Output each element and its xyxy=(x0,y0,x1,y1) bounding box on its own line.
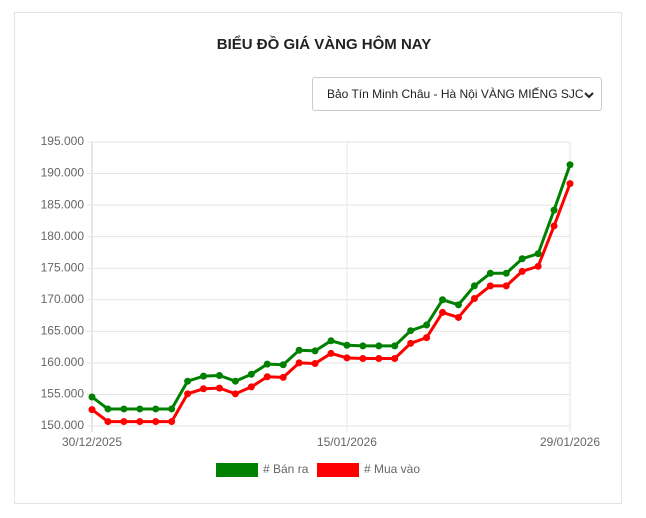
point xyxy=(518,267,526,275)
point xyxy=(168,405,176,413)
point xyxy=(375,354,383,362)
point xyxy=(184,377,192,385)
point xyxy=(534,262,542,270)
x-tick-label: 15/01/2026 xyxy=(317,435,377,449)
point xyxy=(279,361,287,369)
point xyxy=(407,339,415,347)
point xyxy=(327,349,335,357)
point xyxy=(566,180,574,188)
line xyxy=(91,183,572,424)
legend-swatch xyxy=(216,463,258,477)
card xyxy=(14,12,622,504)
point xyxy=(423,321,431,329)
select-text: Bảo Tín Minh Châu - Hà Nội VÀNG MIẾNG SJ… xyxy=(327,87,584,101)
point xyxy=(295,346,303,354)
point xyxy=(263,360,271,368)
point xyxy=(391,342,399,350)
point xyxy=(502,269,510,277)
point xyxy=(200,372,208,380)
point xyxy=(279,373,287,381)
point xyxy=(295,359,303,367)
legend-label: # Mua vào xyxy=(364,462,420,476)
point xyxy=(231,377,239,385)
point xyxy=(168,418,176,426)
point xyxy=(120,418,128,426)
y-tick-label: 185.000 xyxy=(41,197,85,211)
point xyxy=(359,354,367,362)
dropdown-arrow xyxy=(584,92,594,99)
y-tick-label: 160.000 xyxy=(41,355,85,369)
point xyxy=(550,206,558,214)
x-tick-label: 29/01/2026 xyxy=(540,435,600,449)
point xyxy=(454,313,462,321)
point xyxy=(327,337,335,345)
chart-title: BIỂU ĐỒ GIÁ VÀNG HÔM NAY xyxy=(217,35,431,53)
y-tick-label: 165.000 xyxy=(41,324,85,338)
point xyxy=(152,418,160,426)
source-select[interactable]: Bảo Tín Minh Châu - Hà Nội VÀNG MIẾNG SJ… xyxy=(312,77,602,111)
y-tick-label: 150.000 xyxy=(41,418,85,432)
point xyxy=(120,405,128,413)
y-tick-label: 195.000 xyxy=(41,134,85,148)
y-tick-label: 155.000 xyxy=(41,387,85,401)
point xyxy=(247,370,255,378)
y-tick-label: 190.000 xyxy=(41,166,85,180)
point xyxy=(263,373,271,381)
point xyxy=(215,372,223,380)
point xyxy=(311,360,319,368)
point xyxy=(343,354,351,362)
point xyxy=(311,347,319,355)
y-tick-label: 175.000 xyxy=(41,260,85,274)
point xyxy=(566,161,574,169)
point xyxy=(136,418,144,426)
point xyxy=(486,269,494,277)
legend-label: # Bán ra xyxy=(263,462,309,476)
point xyxy=(407,327,415,335)
point xyxy=(439,296,447,304)
point xyxy=(454,301,462,309)
point xyxy=(550,222,558,230)
point xyxy=(391,354,399,362)
point xyxy=(104,405,112,413)
point xyxy=(152,405,160,413)
point xyxy=(136,405,144,413)
point xyxy=(534,250,542,258)
point xyxy=(184,390,192,398)
point xyxy=(343,341,351,349)
point xyxy=(359,342,367,350)
y-tick-label: 170.000 xyxy=(41,292,85,306)
point xyxy=(88,393,96,401)
legend-swatch xyxy=(317,463,359,477)
point xyxy=(231,390,239,398)
point xyxy=(502,282,510,290)
x-tick-label: 30/12/2025 xyxy=(62,435,122,449)
point xyxy=(104,418,112,426)
point xyxy=(470,295,478,303)
point xyxy=(486,282,494,290)
point xyxy=(375,342,383,350)
point xyxy=(439,308,447,316)
point xyxy=(247,383,255,391)
point xyxy=(423,334,431,342)
point xyxy=(200,385,208,393)
point xyxy=(518,255,526,263)
y-tick-label: 180.000 xyxy=(41,229,85,243)
point xyxy=(470,282,478,290)
point xyxy=(88,406,96,414)
point xyxy=(215,384,223,392)
